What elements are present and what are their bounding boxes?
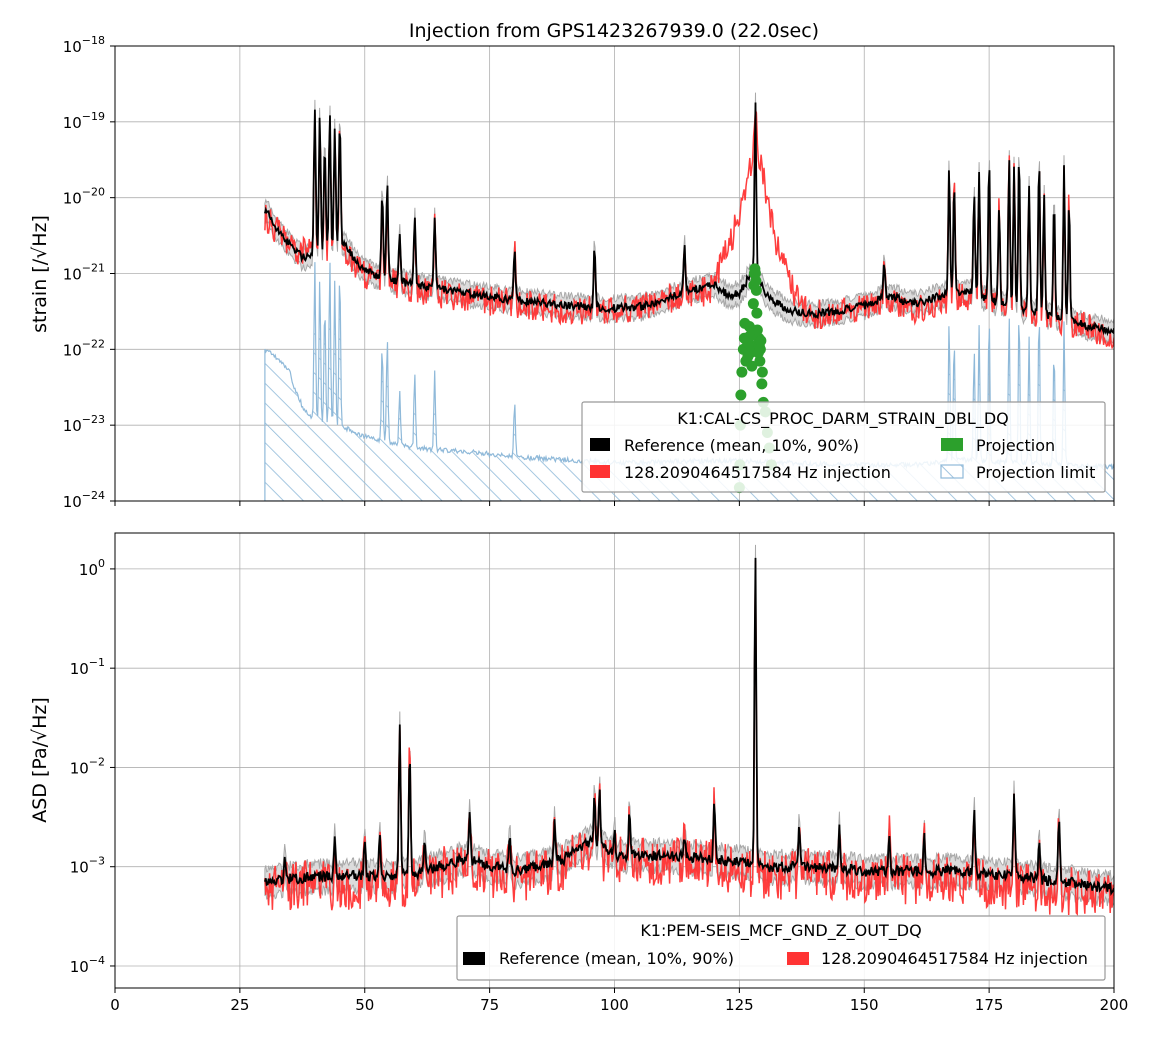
- bottom-legend-label-reference: Reference (mean, 10%, 90%): [499, 949, 734, 968]
- x-tick-label: 25: [230, 996, 249, 1014]
- y-tick-label: 10−18: [63, 34, 105, 56]
- projection-point: [750, 284, 762, 296]
- y-tick-label: 10−21: [63, 262, 105, 284]
- projection-point: [755, 335, 767, 347]
- projection-point: [750, 275, 762, 287]
- projection-point: [746, 360, 758, 372]
- y-tick-label: 10−20: [63, 186, 105, 208]
- y-tick-label: 10−23: [63, 413, 105, 435]
- projection-point: [736, 366, 748, 378]
- bottom-legend-title: K1:PEM-SEIS_MCF_GND_Z_OUT_DQ: [640, 921, 921, 941]
- bottom-y-ticks: 10−4 10−3 10−2 10−1 100: [70, 557, 115, 976]
- top-legend-swatch-limit: [940, 464, 964, 479]
- top-legend-frame: [581, 401, 1106, 493]
- injection-line: [264, 110, 1114, 350]
- y-tick-label: 10−2: [70, 755, 105, 777]
- projection-point: [756, 366, 768, 378]
- top-legend-swatch-reference: [590, 438, 610, 451]
- projection-point: [735, 389, 747, 401]
- bottom-legend-label-injection: 128.2090464517584 Hz injection: [821, 949, 1088, 968]
- top-legend-swatch-injection: [590, 465, 610, 478]
- strain-panel: 10−24 10−23 10−22 10−21 10−20 10−19 10−18 stra…: [29, 34, 1115, 511]
- projection-point: [747, 298, 759, 310]
- y-tick-label: 10−19: [63, 110, 105, 132]
- top-legend: K1:CAL-CS_PROC_DARM_STRAIN_DBL_DQ Refere…: [581, 401, 1106, 493]
- bottom-y-axis-label: ASD [Pa/√Hz]: [29, 697, 51, 823]
- top-x-ticks: [114, 501, 1115, 506]
- top-y-ticks: 10−24 10−23 10−22 10−21 10−20 10−19 10−18: [63, 34, 115, 511]
- x-tick-label: 175: [975, 996, 1004, 1014]
- bottom-x-ticks: 0 25 50 75 100 125 150 175 200: [110, 988, 1128, 1014]
- top-legend-label-reference: Reference (mean, 10%, 90%): [624, 436, 859, 455]
- top-legend-label-injection: 128.2090464517584 Hz injection: [624, 463, 891, 482]
- projection-point: [751, 307, 763, 319]
- top-y-axis-label: strain [/√Hz]: [29, 215, 51, 333]
- x-tick-label: 75: [480, 996, 499, 1014]
- reference-mean-line: [264, 557, 1114, 896]
- x-tick-label: 0: [110, 996, 120, 1014]
- y-tick-label: 100: [79, 557, 105, 579]
- y-tick-label: 10−1: [70, 656, 105, 678]
- projection-point: [754, 355, 766, 367]
- y-tick-label: 10−24: [63, 489, 105, 511]
- x-tick-label: 125: [725, 996, 754, 1014]
- top-legend-swatch-projection: [941, 438, 963, 451]
- reference-mean-line: [264, 102, 1114, 337]
- asd-panel: 10−4 10−3 10−2 10−1 100 0 25 50 75 100 125 150 175 2…: [29, 532, 1128, 1014]
- bottom-legend: K1:PEM-SEIS_MCF_GND_Z_OUT_DQ Reference (…: [456, 915, 1106, 981]
- x-tick-label: 50: [355, 996, 374, 1014]
- y-tick-label: 10−3: [70, 855, 105, 877]
- x-tick-label: 100: [600, 996, 629, 1014]
- x-tick-label: 200: [1100, 996, 1129, 1014]
- chart-title: Injection from GPS1423267939.0 (22.0sec): [409, 20, 819, 42]
- projection-point: [756, 378, 768, 390]
- bottom-legend-swatch-reference: [463, 952, 485, 965]
- bottom-legend-frame: [456, 915, 1106, 981]
- top-legend-label-projection: Projection: [976, 436, 1055, 455]
- x-tick-label: 150: [850, 996, 879, 1014]
- y-tick-label: 10−4: [70, 954, 105, 976]
- bottom-legend-swatch-injection: [787, 952, 809, 965]
- projection-point: [754, 343, 766, 355]
- projection-point: [751, 324, 763, 336]
- top-legend-title: K1:CAL-CS_PROC_DARM_STRAIN_DBL_DQ: [677, 409, 1009, 429]
- top-legend-label-limit: Projection limit: [976, 463, 1095, 482]
- y-tick-label: 10−22: [63, 337, 105, 359]
